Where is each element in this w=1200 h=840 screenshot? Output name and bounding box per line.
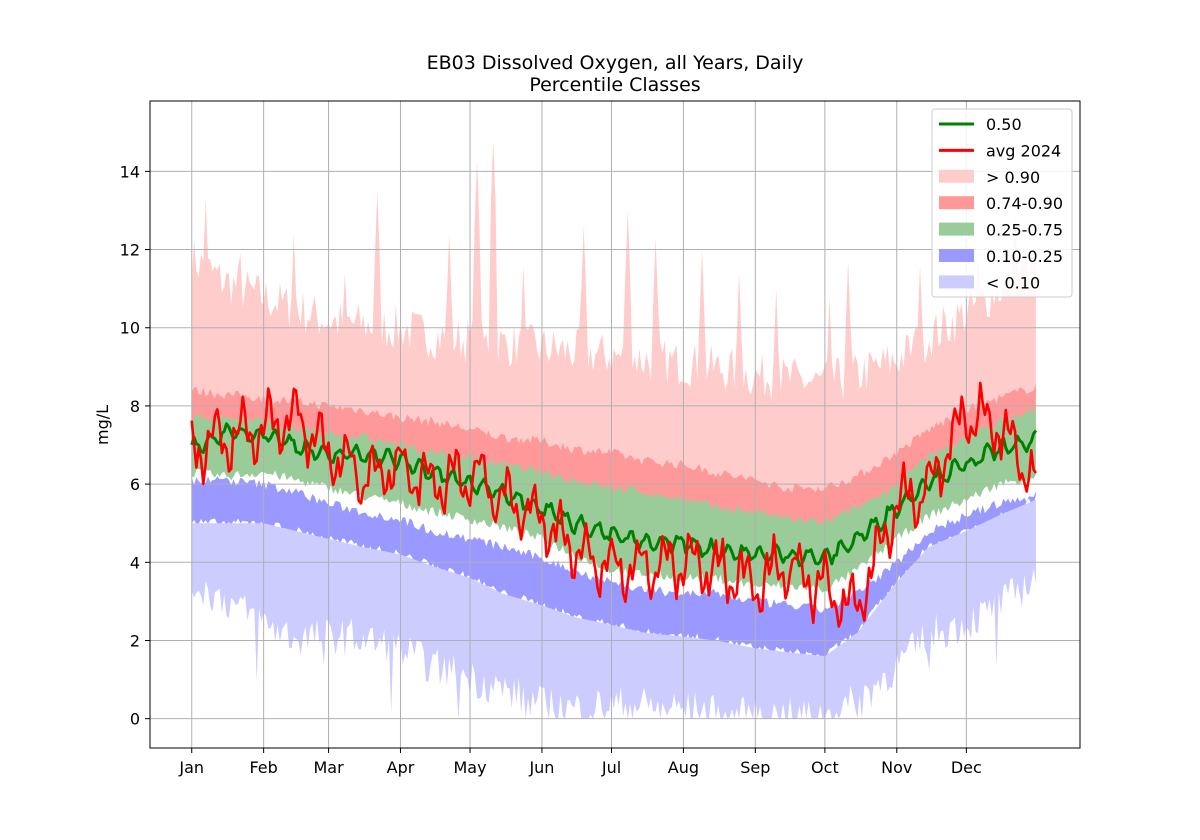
y-tick-label: 2: [130, 631, 140, 650]
series-line-2: [190, 381, 1037, 628]
y-tick-label: 8: [130, 397, 140, 416]
legend-label: 0.50: [986, 115, 1022, 134]
legend-patch-swatch: [939, 169, 974, 183]
legend: 0.50 avg 2024 > 0.90 0.74-0.90 0.25-0.75 0.10…: [931, 108, 1073, 298]
legend-label: > 0.90: [986, 168, 1040, 187]
x-tick-label: Sep: [740, 758, 770, 777]
x-tick-label: Nov: [881, 758, 912, 777]
plot-frame: [149, 100, 1081, 749]
x-tick-label: Mar: [313, 758, 344, 777]
legend-patch-swatch: [939, 249, 974, 262]
legend-label: 0.25-0.75: [986, 221, 1063, 240]
legend-patch-swatch: [939, 196, 974, 210]
x-tick-label: Jan: [178, 758, 204, 777]
y-tick-label: 10: [120, 319, 140, 338]
chart-title: EB03 Dissolved Oxygen, all Years, Daily: [427, 52, 804, 74]
y-tick-label: 14: [120, 162, 140, 181]
x-tick-label: May: [454, 758, 487, 777]
legend-label: 0.10-0.25: [986, 247, 1063, 266]
y-tick-label: 6: [130, 475, 140, 494]
x-tick-label: Aug: [668, 758, 699, 777]
y-axis-label: mg/L: [93, 405, 112, 445]
x-tick-label: Apr: [387, 758, 415, 777]
y-tick-label: 4: [130, 553, 140, 572]
x-tick-label: Feb: [249, 758, 277, 777]
x-axis-ticks: Jan Feb Mar Apr May Jun Jul Aug Sep Oct Nov Dec: [178, 748, 982, 777]
legend-label: avg 2024: [986, 141, 1061, 160]
y-axis-ticks: 0 2 4 6 8 10 12 14: [120, 162, 150, 729]
legend-patch-swatch: [939, 275, 974, 289]
legend-label: 0.74-0.90: [986, 194, 1063, 213]
legend-label: < 0.10: [986, 273, 1040, 292]
x-tick-label: Oct: [811, 758, 839, 777]
x-tick-label: Dec: [951, 758, 982, 777]
x-tick-label: Jul: [601, 758, 621, 777]
x-tick-label: Jun: [528, 758, 554, 777]
legend-patch-swatch: [939, 222, 974, 236]
y-tick-label: 12: [120, 241, 140, 260]
y-tick-label: 0: [130, 710, 140, 729]
series-lines: [190, 381, 1038, 628]
chart-subtitle: Percentile Classes: [529, 74, 700, 96]
